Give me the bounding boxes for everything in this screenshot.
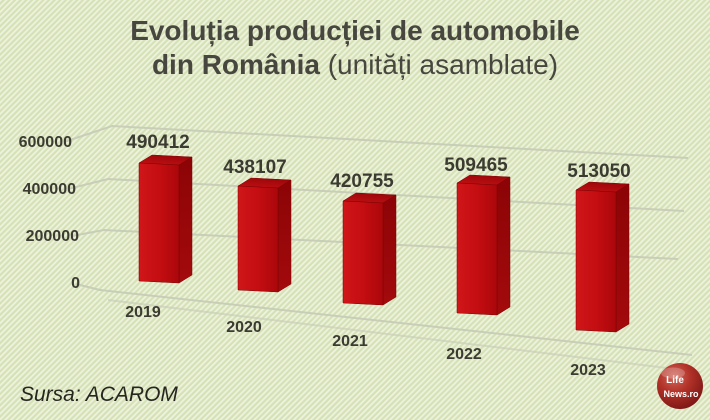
bar-2020-front xyxy=(237,185,279,293)
value-label-2023: 513050 xyxy=(567,161,631,182)
bar-2019 xyxy=(138,154,193,284)
bar-2023-side xyxy=(615,183,630,333)
gridline-0 xyxy=(75,283,693,356)
bar-2022-front xyxy=(456,182,498,316)
bar-2022 xyxy=(456,174,511,316)
source-caption: Sursa: ACAROM xyxy=(20,383,178,406)
value-label-2022: 509465 xyxy=(444,155,508,176)
lifenews-logo-text-news: News.ro xyxy=(663,389,699,399)
title-line-2-bold: din România xyxy=(151,49,320,80)
y-tick-400000: 400000 xyxy=(22,181,76,198)
bar-2023-front xyxy=(575,189,617,333)
lifenews-logo-highlight xyxy=(661,367,685,379)
value-label-2019: 490412 xyxy=(126,132,190,153)
y-tick-0: 0 xyxy=(71,275,80,292)
y-tick-200000: 200000 xyxy=(25,228,79,245)
year-label-2022: 2022 xyxy=(446,346,482,363)
lifenews-logo-ball xyxy=(657,363,703,409)
bar-2019-side xyxy=(178,156,193,284)
value-label-2020: 438107 xyxy=(223,157,287,178)
year-label-2021: 2021 xyxy=(332,333,368,350)
year-label-2019: 2019 xyxy=(125,304,161,321)
bar-2022-side xyxy=(496,176,511,316)
bar-2021-side xyxy=(382,194,397,306)
floor-edge xyxy=(107,299,701,373)
bar-2021-front xyxy=(342,200,384,306)
lifenews-logo-text-life: Life xyxy=(666,375,684,386)
title-line-2: din România (unități asamblate) xyxy=(0,48,710,82)
title-line-1: Evoluția producției de automobile xyxy=(130,15,580,46)
value-label-2021: 420755 xyxy=(330,171,394,192)
bar-2019-front xyxy=(138,162,180,284)
gridline-600000 xyxy=(63,124,689,159)
bar-2020 xyxy=(237,177,292,293)
bar-2020-side xyxy=(277,179,292,293)
year-label-2023: 2023 xyxy=(570,362,606,379)
y-tick-600000: 600000 xyxy=(18,134,72,151)
page-title: Evoluția producției de automobile din Ro… xyxy=(0,14,710,82)
bar-2021 xyxy=(342,192,397,306)
title-line-2-subtitle: (unități asamblate) xyxy=(319,49,559,80)
lifenews-logo: Life News.ro xyxy=(657,363,703,409)
year-label-2020: 2020 xyxy=(226,319,262,336)
bar-2023 xyxy=(575,181,630,333)
